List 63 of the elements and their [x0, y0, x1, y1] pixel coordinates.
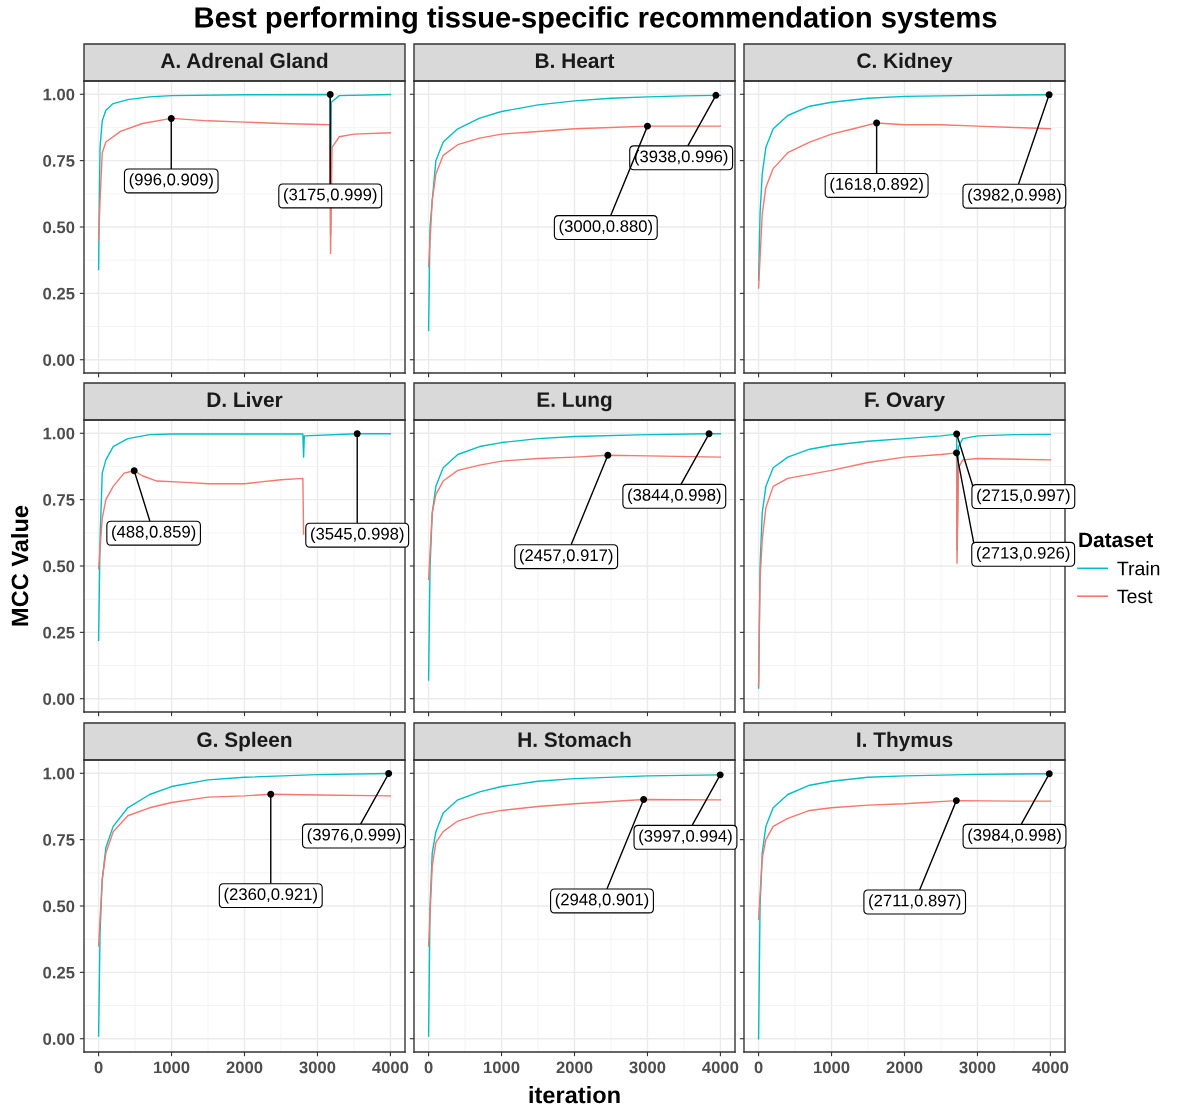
x-tick-label: 4000: [372, 1061, 409, 1074]
annotation: (3938,0.996): [634, 150, 728, 166]
annotation: (3844,0.998): [628, 488, 721, 505]
chart-title: C. Kidney: [857, 52, 953, 73]
annotation: (2713,0.926): [976, 546, 1070, 563]
chart-title: F. Ovary: [865, 392, 945, 412]
annotation: (488,0.859): [112, 525, 196, 541]
y-tick-label: 0.50: [43, 900, 75, 913]
x-tick-label: 2000: [226, 1061, 263, 1074]
x-tick-label: 0: [754, 1061, 763, 1074]
annotation: (3984,0.998): [968, 828, 1061, 845]
annotation: (3982,0.998): [968, 188, 1061, 204]
chart-title: I. Thymus: [857, 731, 953, 752]
y-tick-label: 1.00: [43, 767, 75, 780]
x-axis-title: iteration: [529, 1085, 620, 1104]
legend-title: Dataset: [1079, 532, 1154, 548]
chart-title: D. Liver: [207, 391, 283, 408]
x-tick-label: 4000: [702, 1061, 739, 1074]
chart-title: E. Lung: [537, 392, 612, 412]
y-tick-label: 0.75: [43, 834, 75, 846]
y-tick-label: 0.25: [43, 287, 75, 300]
x-tick-label: 0: [94, 1061, 103, 1074]
y-axis-title: MCC Value: [11, 505, 29, 626]
annotation: (3997,0.994): [639, 829, 732, 846]
text: Best performing tissue-specific recommendation systems: [195, 6, 997, 34]
annotation: (3000,0.880): [559, 219, 653, 236]
y-tick-label: 0.75: [43, 494, 75, 506]
annotation: (996,0.909): [129, 173, 213, 189]
y-tick-label: 0.25: [43, 966, 75, 979]
chart-title: G. Spleen: [197, 731, 292, 752]
annotation: (2711,0.897): [869, 894, 961, 910]
x-tick-label: 3000: [299, 1061, 336, 1074]
y-tick-label: 0.50: [43, 560, 75, 573]
legend-label: Train: [1117, 561, 1160, 576]
x-tick-label: 1000: [484, 1061, 520, 1074]
y-tick-label: 1.00: [43, 427, 75, 440]
annotation: (3175,0.999): [284, 188, 377, 204]
x-tick-label: 3000: [629, 1061, 666, 1074]
x-tick-label: 2000: [556, 1061, 593, 1074]
x-tick-label: 0: [424, 1061, 433, 1074]
annotation: (2948,0.901): [555, 893, 649, 909]
annotation: (2360,0.921): [224, 887, 317, 904]
y-tick-label: 0.25: [43, 626, 75, 639]
chart-title: H. Stomach: [518, 731, 631, 748]
x-tick-label: 1000: [154, 1061, 190, 1074]
annotation: (3976,0.999): [307, 828, 401, 844]
y-tick-label: 0.75: [43, 155, 75, 167]
annotation: (1618,0.892): [830, 177, 923, 194]
x-tick-label: 4000: [1032, 1061, 1069, 1074]
x-tick-label: 1000: [814, 1061, 850, 1074]
annotation: (2457,0.917): [519, 548, 613, 565]
x-tick-label: 3000: [959, 1061, 996, 1074]
annotation: (3545,0.998): [311, 527, 404, 543]
y-tick-label: 0.00: [43, 354, 75, 366]
y-tick-label: 1.00: [43, 88, 75, 101]
y-tick-label: 0.50: [43, 221, 75, 234]
x-tick-label: 2000: [886, 1061, 923, 1074]
chart-title: A. Adrenal Gland: [160, 52, 328, 69]
annotation: (2715,0.997): [977, 488, 1070, 505]
chart-title: B. Heart: [535, 53, 615, 69]
y-tick-label: 0.00: [43, 1033, 75, 1045]
y-tick-label: 0.00: [43, 693, 75, 705]
legend-label: Test: [1117, 589, 1153, 604]
